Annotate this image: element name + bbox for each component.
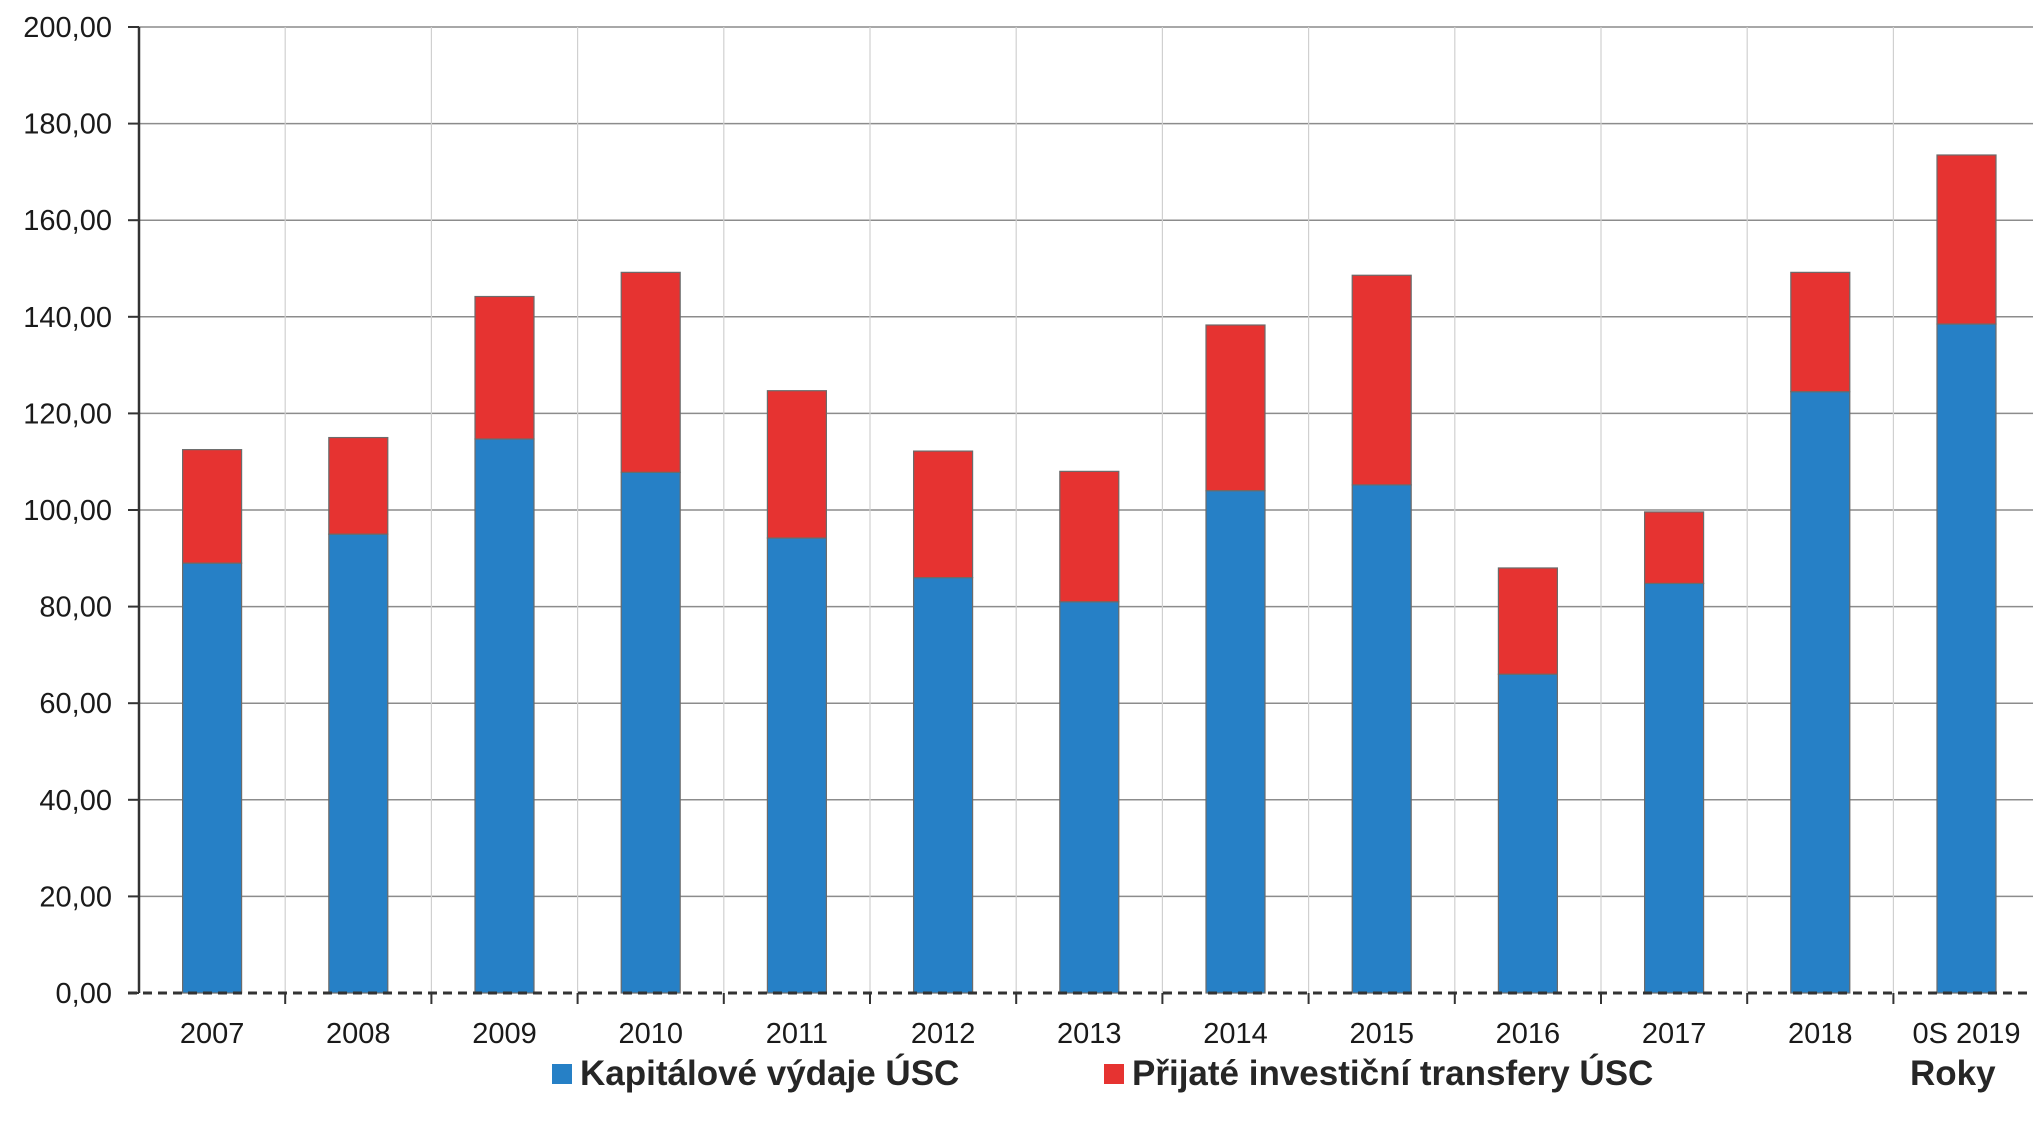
bar-segment-prijate-transfery-2017 [1643, 511, 1705, 585]
y-tick-label: 120,00 [23, 398, 112, 430]
legend: Kapitálové výdaje ÚSC Přijaté investiční… [0, 1054, 2033, 1104]
x-tick-label: 2013 [1057, 1018, 1122, 1050]
x-tick-labels: 2007 2008 2009 2010 2011 2012 2013 2014 2015 2016… [180, 1018, 2021, 1050]
bar-segment-prijate-transfery-2008 [328, 436, 389, 535]
bar-segment-kapitalove-vydaje-2017 [1643, 582, 1705, 994]
x-tick-label: 0S 2019 [1912, 1018, 2020, 1050]
y-tick-label: 60,00 [39, 688, 112, 720]
legend-label-kapitalove-vydaje: Kapitálové výdaje ÚSC [580, 1054, 960, 1093]
y-tick-label: 100,00 [23, 495, 112, 527]
bar-segment-prijate-transfery-2007 [182, 449, 243, 564]
legend-swatch-blue [552, 1064, 572, 1084]
y-tick-label: 180,00 [23, 109, 112, 141]
axes [128, 26, 2033, 1004]
x-axis-title: Roky [1910, 1054, 1996, 1093]
bar-segment-prijate-transfery-2010 [620, 271, 681, 473]
x-tick-label: 2014 [1203, 1018, 1268, 1050]
x-tick-label: 2015 [1349, 1018, 1414, 1050]
bar-segment-kapitalove-vydaje-2008 [328, 533, 389, 994]
bar-segment-kapitalove-vydaje-2010 [620, 471, 681, 994]
bar-segment-kapitalove-vydaje-2009 [474, 438, 535, 994]
legend-item-prijate-transfery: Přijaté investiční transfery ÚSC [1104, 1054, 1653, 1094]
y-tick-label: 20,00 [39, 881, 112, 913]
x-tick-label: 2010 [618, 1018, 683, 1050]
bar-segment-kapitalove-vydaje-2007 [182, 562, 243, 994]
bar-segment-prijate-transfery-0S-2019 [1936, 154, 1997, 325]
grid-lines [139, 26, 2033, 993]
bar-segment-kapitalove-vydaje-2014 [1205, 490, 1266, 994]
bar-segment-kapitalove-vydaje-0S-2019 [1936, 323, 1997, 994]
bar-segment-kapitalove-vydaje-2016 [1497, 673, 1559, 994]
x-tick-label: 2016 [1496, 1018, 1561, 1050]
bar-segment-kapitalove-vydaje-2011 [766, 537, 828, 994]
y-tick-label: 160,00 [23, 205, 112, 237]
x-tick-label: 2008 [326, 1018, 391, 1050]
x-tick-label: 2018 [1788, 1018, 1853, 1050]
legend-swatch-red [1104, 1064, 1124, 1084]
bar-segment-prijate-transfery-2014 [1205, 324, 1266, 492]
bar-segment-kapitalove-vydaje-2015 [1351, 484, 1412, 994]
x-tick-label: 2009 [472, 1018, 537, 1050]
y-tick-label: 200,00 [23, 12, 112, 44]
bar-segment-kapitalove-vydaje-2012 [912, 577, 974, 994]
bar-segment-prijate-transfery-2015 [1351, 274, 1412, 486]
x-tick-label: 2017 [1642, 1018, 1707, 1050]
y-tick-label: 140,00 [23, 302, 112, 334]
x-tick-label: 2007 [180, 1018, 245, 1050]
bar-segment-prijate-transfery-2012 [912, 450, 974, 579]
y-tick-label: 0,00 [56, 978, 112, 1010]
legend-label-prijate-transfery: Přijaté investiční transfery ÚSC [1132, 1054, 1654, 1093]
bars [182, 154, 1997, 994]
bar-segment-prijate-transfery-2009 [474, 295, 535, 440]
bar-segment-prijate-transfery-2013 [1059, 470, 1120, 603]
y-tick-label: 80,00 [39, 592, 112, 624]
legend-item-kapitalove-vydaje: Kapitálové výdaje ÚSC [552, 1054, 959, 1094]
bar-segment-prijate-transfery-2011 [766, 390, 828, 539]
bar-segment-kapitalove-vydaje-2013 [1059, 601, 1120, 994]
bar-segment-prijate-transfery-2018 [1790, 271, 1851, 393]
y-tick-labels: 0,00 20,00 40,00 60,00 80,00 100,00 120,00 140,… [23, 12, 112, 1010]
bar-segment-kapitalove-vydaje-2018 [1790, 391, 1851, 994]
bar-segment-prijate-transfery-2016 [1497, 567, 1559, 675]
y-tick-label: 40,00 [39, 785, 112, 817]
x-tick-label: 2012 [911, 1018, 976, 1050]
x-tick-label: 2011 [766, 1018, 828, 1050]
